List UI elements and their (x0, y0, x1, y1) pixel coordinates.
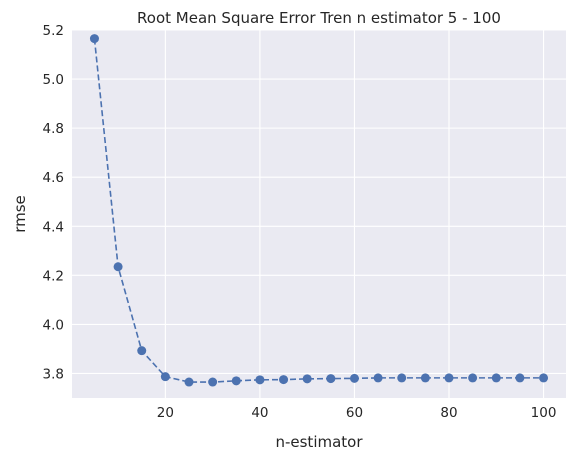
data-point (397, 373, 407, 383)
data-point (231, 376, 241, 386)
y-tick-label: 4.8 (43, 121, 64, 137)
data-point (373, 373, 383, 383)
data-series (89, 34, 549, 387)
x-tick-label: 40 (251, 405, 268, 421)
data-point (302, 374, 312, 384)
x-tick-label: 100 (531, 405, 557, 421)
data-point (113, 262, 123, 272)
x-tick-label: 60 (346, 405, 363, 421)
plot-area (72, 30, 566, 398)
y-tick-label: 4.2 (43, 268, 64, 284)
data-point (184, 377, 194, 387)
x-tick-label: 20 (157, 405, 174, 421)
data-point (279, 375, 289, 385)
y-tick-label: 4.4 (43, 219, 64, 235)
y-tick-label: 5.0 (43, 72, 64, 88)
y-tick-label: 4.6 (43, 170, 64, 186)
data-point (539, 373, 549, 383)
data-point (468, 373, 478, 383)
y-tick-label: 4.0 (43, 317, 64, 333)
data-point (255, 375, 265, 385)
x-axis-label: n-estimator (275, 433, 363, 451)
axis-ticks: 20 40 60 80 100 3.8 4.0 4.2 4.4 4.6 4.8 5.0 5.2 (43, 23, 557, 421)
data-point (491, 373, 501, 383)
chart-title: Root Mean Square Error Tren n estimator … (137, 9, 501, 27)
y-tick-label: 5.2 (43, 23, 64, 39)
x-tick-label: 80 (440, 405, 457, 421)
y-tick-label: 3.8 (43, 366, 64, 382)
data-point (89, 34, 99, 44)
data-point (137, 346, 147, 356)
grid-lines (72, 29, 566, 398)
data-point (444, 373, 454, 383)
data-point (349, 373, 359, 383)
data-point (515, 373, 525, 383)
data-point (420, 373, 430, 383)
y-axis-label: rmse (11, 195, 29, 233)
data-point (160, 372, 170, 382)
data-point (208, 377, 218, 387)
data-point (326, 374, 336, 384)
